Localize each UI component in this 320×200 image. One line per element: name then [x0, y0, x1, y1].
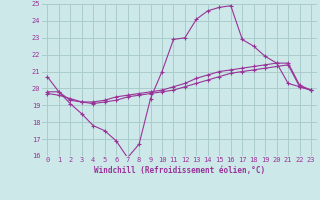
X-axis label: Windchill (Refroidissement éolien,°C): Windchill (Refroidissement éolien,°C)	[94, 166, 265, 175]
